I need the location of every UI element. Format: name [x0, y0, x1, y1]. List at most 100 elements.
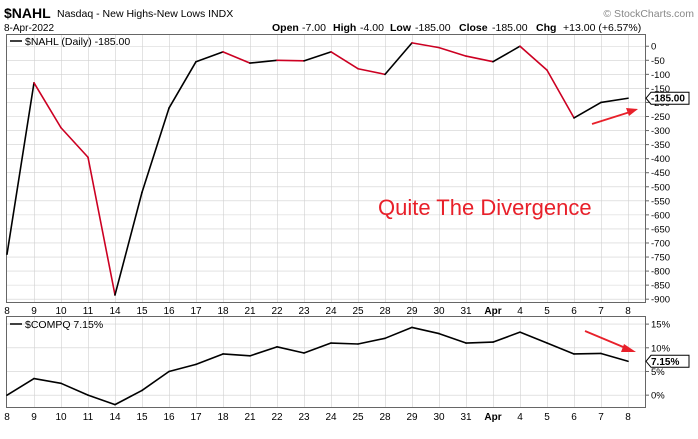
compq-segment	[114, 389, 143, 406]
upper-x-axis: 8 9 10 11 14 15 16 17 18 21 22 23 24 25 28 29 30 31 Apr 4 5 6…	[4, 306, 631, 317]
compq-xtick-label: 9	[31, 412, 37, 423]
compq-xtick-label: 4	[517, 412, 523, 423]
description-label: Nasdaq - New Highs-New Lows INDX	[57, 8, 233, 20]
upper-y-axis: 0-50-100-150-200-250-300-350-400-450-500…	[645, 42, 670, 306]
compq-xtick-label: 14	[109, 412, 121, 423]
nahl-segment	[438, 46, 467, 57]
upper-grid	[7, 35, 645, 302]
nahl-segment	[114, 191, 143, 296]
nahl-ytick-label: -500	[651, 182, 670, 193]
compq-segment	[357, 337, 386, 345]
nahl-segment	[573, 101, 602, 119]
nahl-segment	[87, 156, 116, 296]
nahl-ytick-label: -650	[651, 224, 670, 235]
nahl-xtick-label: 18	[217, 306, 229, 317]
nahl-xtick-label: 11	[83, 306, 94, 317]
compq-xtick-label: 17	[190, 412, 202, 423]
nahl-segment	[276, 59, 305, 62]
compq-segment	[519, 331, 548, 344]
lower-panel-frame	[6, 316, 646, 408]
compq-segment	[384, 326, 413, 340]
upper-panel-frame	[6, 34, 646, 303]
nahl-ytick-label: -400	[651, 154, 670, 165]
compq-segment	[411, 326, 440, 335]
compq-xtick-label: Apr	[484, 412, 501, 423]
nahl-xtick-label: 8	[4, 306, 10, 317]
compq-xtick-label: 7	[598, 412, 604, 423]
compq-segment	[195, 353, 224, 366]
nahl-xtick-label: Apr	[484, 306, 501, 317]
nahl-ytick-label: -300	[651, 126, 670, 137]
nahl-xtick-label: 28	[379, 306, 391, 317]
compq-xtick-label: 31	[460, 412, 472, 423]
compq-segment	[492, 331, 521, 343]
nahl-ytick-label: -900	[651, 295, 670, 306]
compq-xtick-label: 10	[55, 412, 67, 423]
close-label: Close	[459, 22, 488, 34]
nahl-ytick-label: -150	[651, 84, 670, 95]
close-value: -185.00	[492, 22, 528, 34]
nahl-segment	[465, 55, 494, 63]
compq-segment	[600, 352, 629, 363]
nahl-ytick-label: -700	[651, 238, 670, 249]
compq-xtick-label: 21	[244, 412, 256, 423]
nahl-segment	[195, 51, 224, 63]
compq-xtick-label: 5	[544, 412, 550, 423]
nahl-xtick-label: 23	[298, 306, 310, 317]
nahl-ytick-label: -750	[651, 253, 670, 264]
nahl-segment	[222, 51, 251, 64]
compq-xtick-label: 6	[571, 412, 577, 423]
nahl-ytick-label: -550	[651, 196, 670, 207]
chg-value: +13.00 (+6.57%)	[563, 22, 641, 34]
compq-xtick-label: 25	[352, 412, 364, 423]
compq-ytick-label: 0%	[651, 391, 665, 402]
nahl-xtick-label: 15	[136, 306, 148, 317]
nahl-last-value-tag: -185.00	[645, 91, 690, 105]
compq-ytick-label: 10%	[651, 343, 671, 354]
nahl-ytick-label: -250	[651, 112, 670, 123]
nahl-ytick-label: -100	[651, 70, 670, 81]
lower-grid	[7, 317, 645, 407]
nahl-segment	[357, 67, 386, 76]
nahl-segment	[6, 81, 35, 256]
nahl-segment	[168, 60, 197, 109]
nahl-segment	[330, 51, 359, 70]
compq-segment	[330, 342, 359, 345]
nahl-xtick-label: 10	[55, 306, 67, 317]
nahl-segment	[33, 81, 62, 129]
compq-xtick-label: 15	[136, 412, 148, 423]
compq-segment	[222, 353, 251, 357]
compq-segment	[465, 341, 494, 344]
nahl-xtick-label: 4	[517, 306, 523, 317]
nahl-xtick-label: 8	[625, 306, 631, 317]
open-value: -7.00	[302, 22, 326, 34]
nahl-ytick-label: -50	[651, 56, 665, 67]
nahl-xtick-label: 24	[325, 306, 337, 317]
nahl-segment	[303, 51, 332, 62]
compq-xtick-label: 8	[625, 412, 631, 423]
compq-ytick-label: 5%	[651, 367, 665, 378]
compq-xtick-label: 18	[217, 412, 229, 423]
nahl-xtick-label: 7	[598, 306, 604, 317]
symbol-label: $NAHL	[4, 5, 51, 21]
nahl-xtick-label: 30	[433, 306, 445, 317]
compq-segment	[168, 363, 197, 373]
nahl-segment	[546, 69, 575, 119]
compq-series-line	[6, 326, 629, 406]
nahl-segment	[384, 42, 413, 76]
low-value: -185.00	[415, 22, 451, 34]
nahl-segment	[600, 97, 629, 104]
compq-segment	[438, 332, 467, 344]
compq-segment	[87, 394, 116, 406]
nahl-segment	[60, 126, 89, 159]
nahl-last-value-label: -185.00	[651, 94, 685, 105]
nahl-series-line	[6, 42, 629, 296]
high-label: High	[333, 22, 356, 34]
compq-segment	[6, 377, 35, 396]
compq-xtick-label: 30	[433, 412, 445, 423]
upper-arrow-icon	[591, 108, 638, 125]
compq-xtick-label: 16	[163, 412, 175, 423]
compq-segment	[546, 342, 575, 355]
nahl-xtick-label: 21	[244, 306, 256, 317]
nahl-xtick-label: 6	[571, 306, 577, 317]
